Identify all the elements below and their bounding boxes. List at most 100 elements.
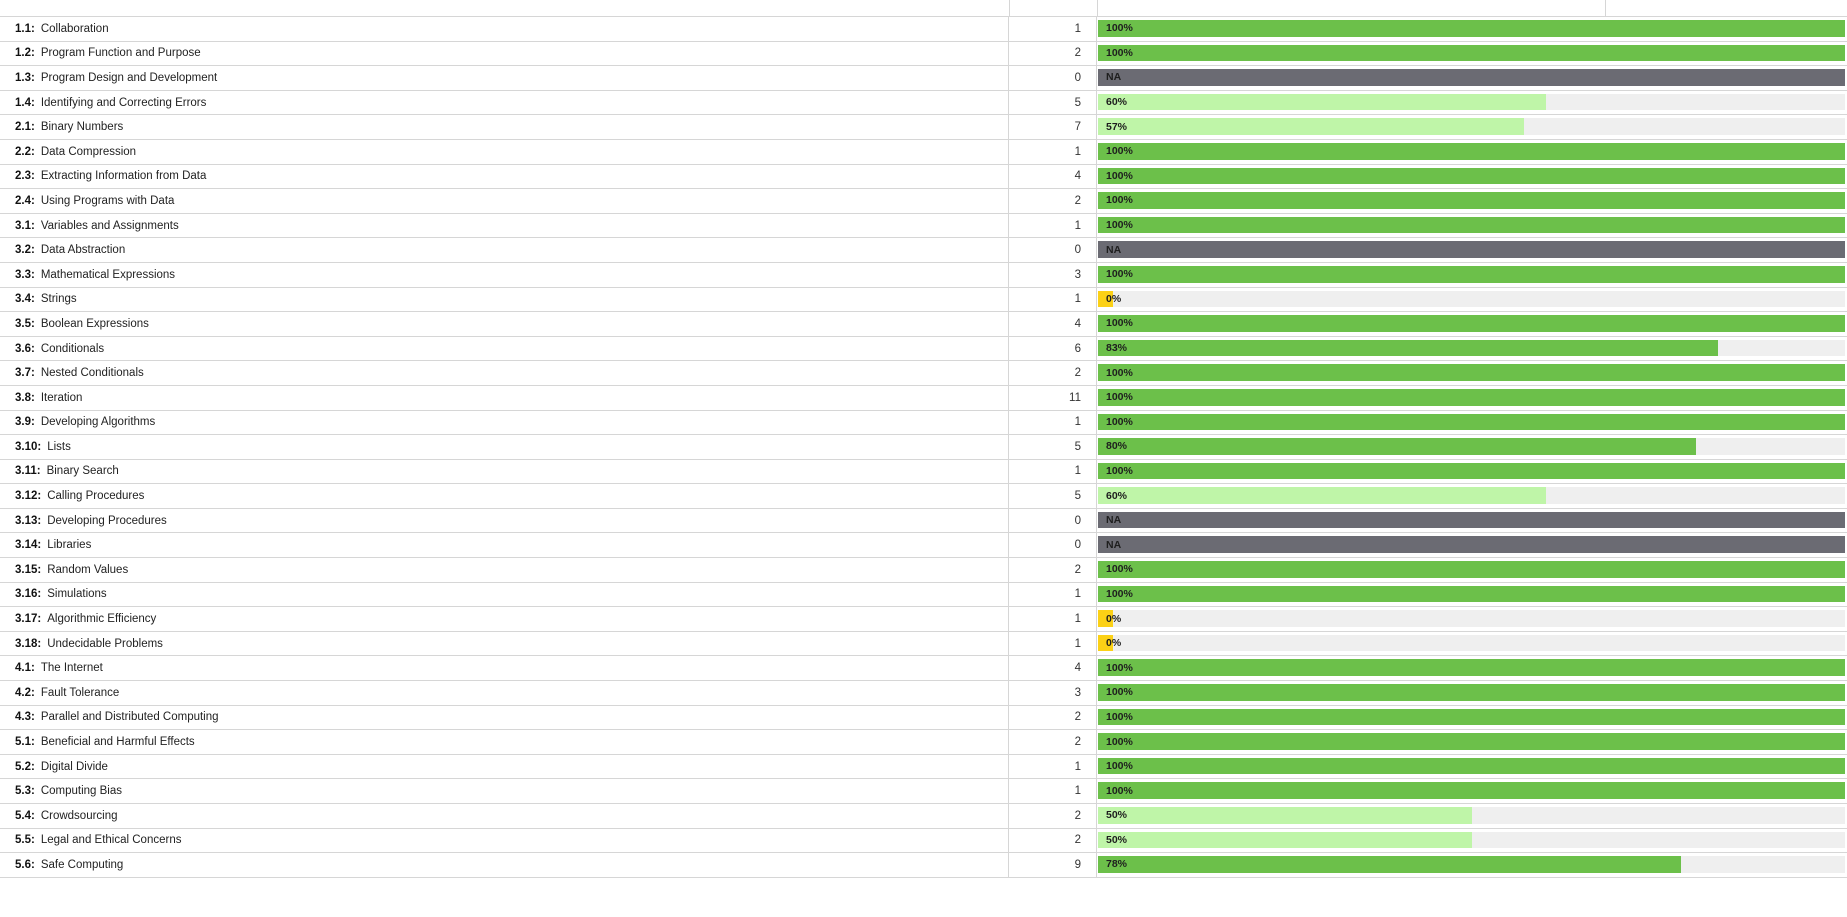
topic-cell: 1.1: Collaboration bbox=[0, 17, 1009, 41]
question-count: 4 bbox=[1009, 164, 1097, 189]
table-row[interactable]: 3.5: Boolean Expressions 4 100% bbox=[0, 312, 1847, 337]
score-cell: NA bbox=[1098, 509, 1845, 533]
score-cell: 78% bbox=[1098, 853, 1845, 877]
topic-code: 1.3: bbox=[15, 71, 35, 84]
score-cell: 83% bbox=[1098, 337, 1845, 361]
table-row[interactable]: 3.3: Mathematical Expressions 3 100% bbox=[0, 262, 1847, 288]
score-label: 57% bbox=[1106, 120, 1128, 133]
score-bar-track: 100% bbox=[1098, 733, 1845, 750]
table-row[interactable]: 2.1: Binary Numbers 7 57% bbox=[0, 115, 1847, 140]
table-row[interactable]: 4.1: The Internet 4 100% bbox=[0, 656, 1847, 682]
table-row[interactable]: 5.1: Beneficial and Harmful Effects 2 10… bbox=[0, 730, 1847, 755]
score-bar-fill bbox=[1098, 315, 1845, 332]
table-row[interactable]: 5.3: Computing Bias 1 100% bbox=[0, 779, 1847, 804]
table-row[interactable]: 3.16: Simulations 1 100% bbox=[0, 582, 1847, 608]
score-label: 50% bbox=[1106, 809, 1128, 822]
question-count: 1 bbox=[1009, 459, 1097, 484]
question-count: 2 bbox=[1009, 189, 1097, 213]
table-row[interactable]: 5.4: Crowdsourcing 2 50% bbox=[0, 804, 1847, 829]
table-row[interactable]: 3.6: Conditionals 6 83% bbox=[0, 336, 1847, 362]
table-row[interactable]: 3.9: Developing Algorithms 1 100% bbox=[0, 410, 1847, 436]
topic-code: 1.4: bbox=[15, 96, 35, 109]
table-row[interactable]: 5.6: Safe Computing 9 78% bbox=[0, 853, 1847, 878]
score-label: 100% bbox=[1106, 464, 1133, 477]
topic-code: 5.3: bbox=[15, 785, 35, 798]
score-bar-fill bbox=[1098, 265, 1845, 283]
table-row[interactable]: 3.1: Variables and Assignments 1 100% bbox=[0, 213, 1847, 239]
score-bar-track: 100% bbox=[1098, 757, 1845, 775]
topic-performance-table: 1.1: Collaboration 1 100% 1.2: Program F… bbox=[0, 0, 1847, 878]
table-row[interactable]: 3.12: Calling Procedures 5 60% bbox=[0, 484, 1847, 509]
question-count: 4 bbox=[1009, 312, 1097, 336]
table-row[interactable]: 3.2: Data Abstraction 0 NA bbox=[0, 238, 1847, 263]
table-row[interactable]: 1.2: Program Function and Purpose 2 100% bbox=[0, 41, 1847, 67]
score-label: 100% bbox=[1106, 710, 1133, 723]
table-row[interactable]: 3.10: Lists 5 80% bbox=[0, 435, 1847, 460]
topic-cell: 3.5: Boolean Expressions bbox=[0, 312, 1009, 336]
score-cell: 50% bbox=[1098, 829, 1845, 853]
topic-cell: 3.9: Developing Algorithms bbox=[0, 410, 1009, 435]
topic-name: Using Programs with Data bbox=[40, 194, 175, 207]
topic-cell: 5.5: Legal and Ethical Concerns bbox=[0, 828, 1009, 853]
score-bar-track: NA bbox=[1098, 241, 1845, 258]
score-bar-track: 100% bbox=[1098, 167, 1845, 185]
table-row[interactable]: 3.7: Nested Conditionals 2 100% bbox=[0, 361, 1847, 386]
table-row[interactable]: 4.2: Fault Tolerance 3 100% bbox=[0, 681, 1847, 706]
score-cell: 100% bbox=[1098, 730, 1845, 754]
score-cell: 100% bbox=[1098, 460, 1845, 484]
score-cell: 100% bbox=[1098, 189, 1845, 213]
table-row[interactable]: 2.2: Data Compression 1 100% bbox=[0, 139, 1847, 165]
score-bar-fill bbox=[1098, 167, 1845, 185]
table-row[interactable]: 1.3: Program Design and Development 0 NA bbox=[0, 66, 1847, 91]
topic-code: 2.4: bbox=[15, 194, 35, 207]
score-bar-fill bbox=[1098, 241, 1845, 258]
score-bar-track: 60% bbox=[1098, 93, 1845, 111]
table-row[interactable]: 3.4: Strings 1 0% bbox=[0, 287, 1847, 313]
score-bar-fill bbox=[1098, 610, 1113, 627]
question-count: 2 bbox=[1009, 361, 1097, 385]
table-row[interactable]: 3.18: Undecidable Problems 1 0% bbox=[0, 631, 1847, 657]
score-label: 100% bbox=[1106, 563, 1133, 576]
question-count: 1 bbox=[1009, 607, 1097, 631]
table-row[interactable]: 4.3: Parallel and Distributed Computing … bbox=[0, 705, 1847, 731]
score-cell: 57% bbox=[1098, 115, 1845, 139]
question-count: 2 bbox=[1009, 804, 1097, 828]
topic-name: Algorithmic Efficiency bbox=[47, 613, 157, 626]
table-row[interactable]: 3.17: Algorithmic Efficiency 1 0% bbox=[0, 607, 1847, 632]
table-row[interactable]: 1.1: Collaboration 1 100% bbox=[0, 17, 1847, 42]
score-bar-track: 100% bbox=[1098, 388, 1845, 406]
score-bar-fill bbox=[1098, 807, 1472, 824]
table-row[interactable]: 2.4: Using Programs with Data 2 100% bbox=[0, 189, 1847, 214]
score-bar-fill bbox=[1098, 782, 1845, 799]
table-row[interactable]: 1.4: Identifying and Correcting Errors 5… bbox=[0, 90, 1847, 116]
topic-code: 1.2: bbox=[15, 47, 35, 60]
question-count: 11 bbox=[1009, 385, 1097, 410]
table-row[interactable]: 2.3: Extracting Information from Data 4 … bbox=[0, 164, 1847, 190]
table-row[interactable]: 5.2: Digital Divide 1 100% bbox=[0, 754, 1847, 780]
column-divider bbox=[1097, 0, 1098, 16]
table-row[interactable]: 3.11: Binary Search 1 100% bbox=[0, 459, 1847, 485]
table-row[interactable]: 3.8: Iteration 11 100% bbox=[0, 385, 1847, 411]
table-row[interactable]: 5.5: Legal and Ethical Concerns 2 50% bbox=[0, 828, 1847, 854]
score-bar-fill bbox=[1098, 511, 1845, 529]
topic-code: 1.1: bbox=[15, 22, 35, 35]
table-row[interactable]: 3.14: Libraries 0 NA bbox=[0, 533, 1847, 559]
score-cell: 100% bbox=[1098, 755, 1845, 779]
question-count: 0 bbox=[1009, 238, 1097, 262]
topic-name: Boolean Expressions bbox=[40, 317, 149, 330]
question-count: 6 bbox=[1009, 336, 1097, 361]
topic-cell: 4.3: Parallel and Distributed Computing bbox=[0, 705, 1009, 730]
score-cell: 100% bbox=[1098, 558, 1845, 582]
topic-cell: 3.16: Simulations bbox=[0, 582, 1009, 607]
topic-cell: 3.2: Data Abstraction bbox=[0, 238, 1009, 262]
score-cell: 100% bbox=[1098, 681, 1845, 705]
score-cell: 50% bbox=[1098, 804, 1845, 828]
question-count: 3 bbox=[1009, 262, 1097, 287]
score-label: 100% bbox=[1106, 194, 1133, 207]
table-row[interactable]: 3.15: Random Values 2 100% bbox=[0, 558, 1847, 583]
topic-name: Program Function and Purpose bbox=[40, 47, 201, 60]
score-bar-fill bbox=[1098, 290, 1113, 308]
question-count: 1 bbox=[1009, 754, 1097, 779]
score-label: 100% bbox=[1106, 46, 1133, 59]
table-row[interactable]: 3.13: Developing Procedures 0 NA bbox=[0, 508, 1847, 534]
